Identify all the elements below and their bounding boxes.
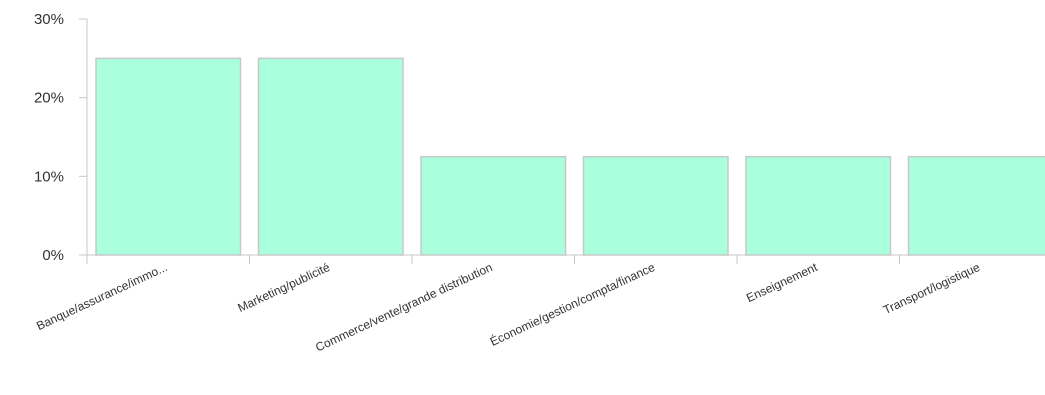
bar-2 <box>257 57 404 256</box>
y-tick-label: 0% <box>42 247 64 264</box>
bar-1 <box>95 57 242 256</box>
y-axis-ticks: 0% 10% 20% 30% <box>34 11 87 264</box>
x-tick-label: Transport/logistique <box>881 260 982 317</box>
x-tick-label: Enseignement <box>744 260 820 305</box>
y-tick-label: 10% <box>34 168 64 185</box>
x-tick-label: Banque/assurance/immo... <box>34 260 169 333</box>
bar-6 <box>907 155 1045 256</box>
y-tick-label: 20% <box>34 90 64 107</box>
y-tick-label: 30% <box>34 11 64 28</box>
x-tick-label: Marketing/publicité <box>235 260 332 315</box>
x-tick-label: Économie/gestion/compta/finance <box>487 259 657 349</box>
bar-5 <box>745 155 892 256</box>
x-axis-ticks: Banque/assurance/immo... Marketing/public… <box>34 255 982 354</box>
bars <box>95 57 1045 256</box>
bar-3 <box>420 155 567 256</box>
x-tick-label: Commerce/vente/grande distribution <box>313 260 494 354</box>
bar-4 <box>582 155 729 256</box>
